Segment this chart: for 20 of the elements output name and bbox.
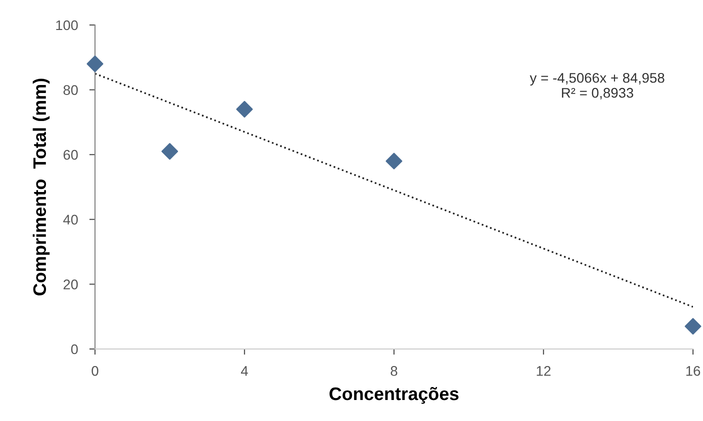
x-tick-label: 0: [92, 366, 98, 376]
point: [161, 143, 178, 160]
x-tick-label: 16: [686, 366, 700, 376]
point: [386, 152, 402, 170]
point: [236, 100, 253, 118]
y-tick-label: 40: [63, 214, 78, 225]
y-axis-title: Comprimento Total (mm): [32, 78, 50, 296]
x-tick-label: 4: [240, 366, 248, 376]
x-tick-label: 8: [390, 366, 398, 376]
point: [684, 318, 702, 335]
y-tick-label: 20: [64, 280, 78, 290]
y-tick-label: 60: [64, 150, 78, 160]
y-tick-label: 80: [63, 85, 78, 95]
point: [86, 56, 104, 72]
annotation: R² = 0,8933: [562, 88, 634, 100]
x-tick-label: 12: [536, 366, 551, 376]
y-tick-label: 0: [71, 344, 78, 354]
y-tick-label: 100: [56, 20, 78, 30]
x-axis-title: Concentrações: [330, 387, 458, 404]
annotation: y = -4,5066x + 84,958: [530, 72, 664, 86]
